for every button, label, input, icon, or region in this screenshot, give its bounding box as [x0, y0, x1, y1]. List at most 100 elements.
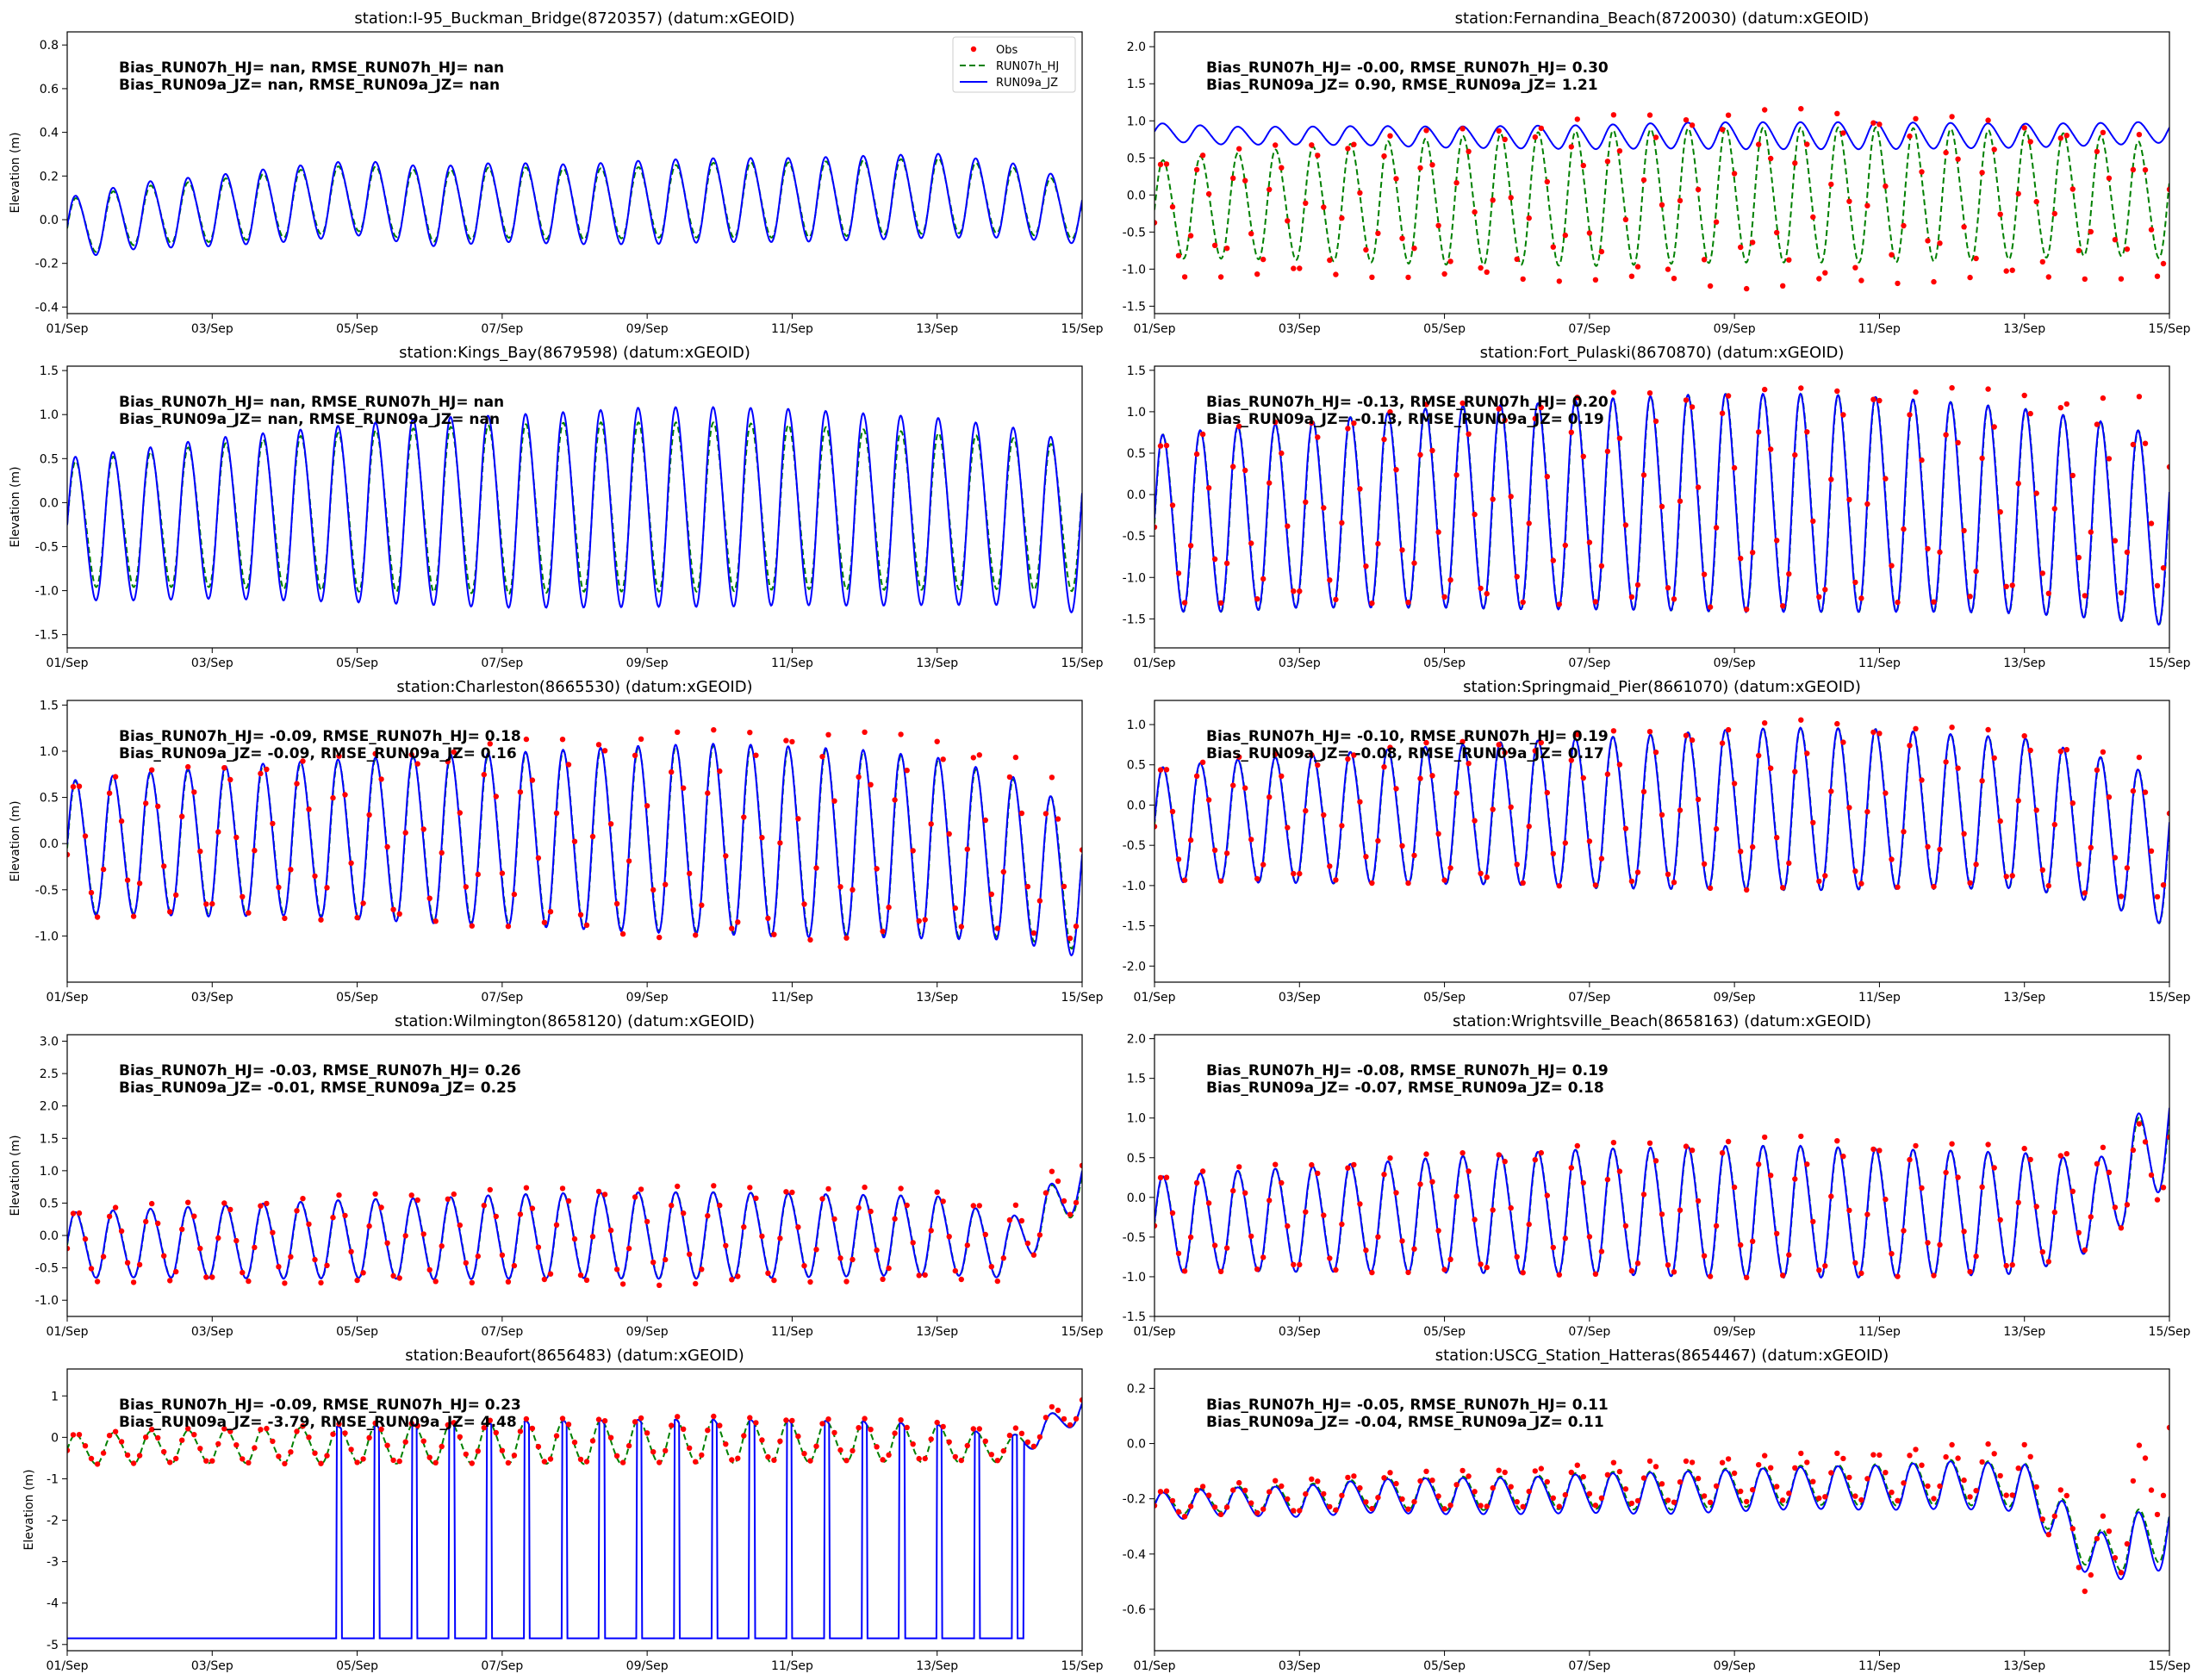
- obs-point: [1000, 1447, 1007, 1454]
- obs-point: [1055, 816, 1061, 822]
- obs-point: [2094, 421, 2101, 427]
- y-tick-label: -0.5: [35, 1262, 59, 1276]
- obs-point: [155, 803, 161, 810]
- obs-point: [475, 1448, 481, 1454]
- obs-point: [1991, 424, 1997, 430]
- obs-point: [2076, 1565, 2082, 1571]
- obs-point: [1640, 1475, 1647, 1481]
- legend-marker-obs: [970, 46, 977, 53]
- obs-point: [898, 1417, 904, 1423]
- obs-point: [246, 1278, 252, 1285]
- obs-point: [1677, 498, 1684, 504]
- obs-point: [1405, 274, 1411, 281]
- obs-point: [1925, 1483, 1931, 1490]
- obs-point: [1163, 767, 1170, 773]
- obs-point: [2039, 867, 2045, 873]
- y-tick-label: -0.5: [35, 884, 59, 898]
- obs-point: [1484, 269, 1490, 275]
- obs-point: [2039, 570, 2045, 576]
- obs-point: [1604, 159, 1611, 165]
- obs-point: [1508, 1484, 1514, 1490]
- x-tick-label: 11/Sep: [771, 1659, 813, 1673]
- obs-point: [1556, 278, 1563, 284]
- obs-point: [1822, 270, 1828, 276]
- obs-point: [1399, 1238, 1405, 1244]
- obs-point: [2033, 198, 2039, 205]
- obs-point: [1327, 863, 1333, 869]
- obs-point: [1634, 1497, 1641, 1504]
- obs-point: [1852, 868, 1858, 874]
- obs-point: [2015, 1199, 2021, 1206]
- obs-point: [850, 887, 856, 893]
- bias-rmse-run09a: Bias_RUN09a_JZ= -0.04, RMSE_RUN09a_JZ= 0…: [1206, 1414, 1604, 1431]
- obs-point: [1351, 1161, 1357, 1168]
- obs-point: [2082, 593, 2088, 599]
- obs-point: [1472, 208, 1478, 215]
- obs-point: [1429, 162, 1435, 168]
- obs-point: [711, 1413, 717, 1420]
- obs-point: [1707, 1273, 1714, 1279]
- obs-point: [414, 761, 420, 767]
- obs-point: [324, 1453, 330, 1459]
- obs-point: [2057, 135, 2063, 141]
- y-tick-label: 2.0: [40, 1100, 59, 1114]
- x-tick-label: 03/Sep: [191, 991, 233, 1005]
- obs-point: [687, 1445, 693, 1452]
- x-tick-label: 13/Sep: [916, 656, 958, 670]
- obs-point: [892, 1430, 898, 1436]
- x-tick-label: 15/Sep: [1061, 1659, 1104, 1673]
- obs-point: [1155, 1503, 1158, 1509]
- obs-point: [2027, 139, 2033, 145]
- obs-point: [258, 770, 264, 777]
- obs-point: [1254, 1266, 1260, 1272]
- obs-point: [1036, 1434, 1043, 1440]
- obs-point: [1997, 509, 2003, 515]
- obs-point: [559, 737, 566, 743]
- obs-point: [1792, 160, 1798, 166]
- obs-point: [2100, 749, 2107, 755]
- obs-point: [1327, 1255, 1333, 1261]
- obs-point: [2003, 583, 2009, 589]
- x-tick-label: 11/Sep: [771, 1325, 813, 1339]
- obs-point: [940, 1423, 946, 1430]
- obs-point: [850, 1256, 856, 1263]
- obs-point: [517, 1211, 524, 1217]
- obs-point: [2148, 1487, 2155, 1493]
- obs-point: [547, 1271, 554, 1277]
- obs-point: [523, 736, 530, 743]
- obs-point: [143, 800, 149, 806]
- obs-point: [1568, 429, 1575, 435]
- obs-point: [197, 1245, 203, 1252]
- obs-point: [807, 1279, 813, 1285]
- obs-point: [1381, 1172, 1387, 1178]
- obs-point: [747, 1185, 753, 1191]
- obs-point: [2112, 855, 2119, 861]
- obs-point: [577, 912, 584, 918]
- series-RUN07h_HJ: [67, 157, 1082, 253]
- obs-point: [2136, 132, 2143, 138]
- obs-point: [306, 806, 312, 812]
- obs-point: [1586, 838, 1593, 844]
- obs-point: [414, 1422, 420, 1429]
- obs-point: [1321, 1490, 1327, 1497]
- obs-point: [1291, 870, 1297, 877]
- obs-point: [619, 1459, 626, 1465]
- obs-point: [1780, 1497, 1786, 1503]
- obs-point: [862, 1184, 868, 1191]
- y-tick-label: -1.5: [1123, 300, 1146, 314]
- series-RUN09a_JZ: [67, 1403, 1082, 1640]
- obs-point: [1363, 1248, 1369, 1254]
- obs-point: [1955, 439, 1961, 445]
- obs-point: [1309, 751, 1315, 758]
- obs-point: [227, 1206, 233, 1213]
- obs-point: [67, 1447, 71, 1453]
- obs-point: [1363, 246, 1369, 253]
- obs-point: [675, 1183, 681, 1190]
- obs-point: [336, 1421, 342, 1428]
- obs-point: [1508, 494, 1514, 500]
- bias-rmse-run07h: Bias_RUN07h_HJ= nan, RMSE_RUN07h_HJ= nan: [119, 59, 504, 77]
- obs-point: [843, 1458, 850, 1464]
- obs-point: [868, 1427, 874, 1433]
- obs-point: [1895, 599, 1901, 606]
- obs-point: [952, 1453, 959, 1460]
